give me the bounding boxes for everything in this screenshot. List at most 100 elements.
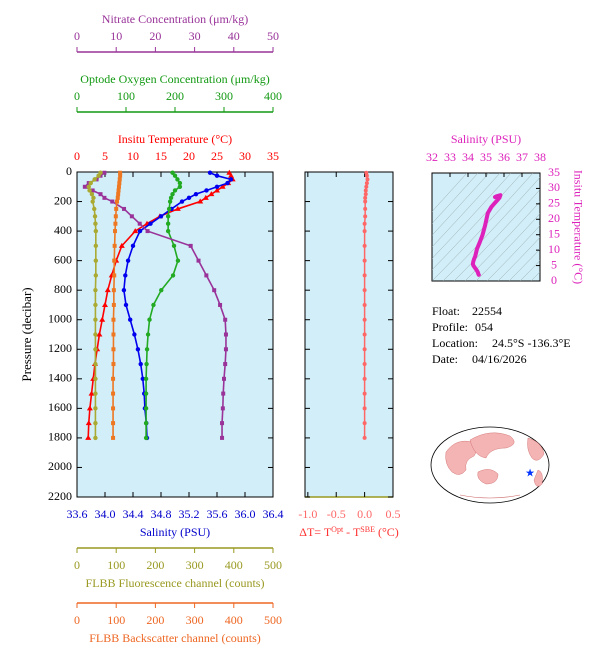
- axis-title-part: Opt: [331, 525, 344, 534]
- x-tick-label: 0: [74, 613, 80, 627]
- marker: [113, 214, 118, 219]
- y-tick-label: 0: [66, 164, 72, 178]
- marker: [143, 391, 149, 396]
- marker: [110, 199, 115, 204]
- x-tick-label: 300: [186, 613, 204, 627]
- marker: [140, 376, 145, 382]
- marker: [118, 173, 123, 178]
- x-tick-label: 200: [146, 558, 164, 572]
- x-tick-label: 0.0: [357, 507, 372, 521]
- info-label: Profile:: [432, 320, 468, 334]
- marker: [208, 191, 215, 197]
- x-tick-label: 0: [74, 89, 80, 103]
- marker: [221, 391, 226, 396]
- marker: [111, 288, 116, 293]
- marker: [165, 221, 171, 226]
- marker: [98, 192, 103, 197]
- y-tick-label: 2200: [48, 489, 72, 503]
- marker: [364, 173, 369, 178]
- marker: [179, 199, 185, 204]
- x-tick-label: 0.5: [386, 507, 401, 521]
- isopycnal: [497, 237, 540, 281]
- marker: [159, 287, 164, 293]
- x-tick-label: 33.6: [67, 507, 88, 521]
- marker: [362, 435, 367, 440]
- marker: [144, 347, 150, 352]
- y-tick-label: 600: [54, 252, 72, 266]
- marker: [223, 347, 228, 352]
- marker: [117, 181, 122, 186]
- marker: [102, 195, 107, 200]
- marker: [144, 361, 149, 367]
- x-tick-label: 5: [102, 149, 108, 163]
- marker: [204, 273, 209, 278]
- x-tick-label: 30: [189, 29, 201, 43]
- marker: [145, 332, 151, 337]
- marker: [363, 195, 368, 200]
- x-tick-label: 38: [534, 150, 546, 164]
- marker: [93, 243, 99, 249]
- marker: [129, 214, 134, 219]
- marker: [111, 421, 116, 426]
- info-label: Location:: [432, 336, 478, 350]
- marker: [104, 287, 111, 293]
- x-tick-label: 40: [228, 29, 240, 43]
- marker: [115, 195, 120, 200]
- plot-background: [304, 171, 394, 498]
- y-tick-label: 0: [551, 273, 557, 287]
- world-map: ★: [430, 426, 550, 504]
- y-tick-label: 30: [548, 180, 560, 194]
- axis-title: Optode Oxygen Concentration (μm/kg): [80, 72, 269, 86]
- marker: [218, 302, 223, 307]
- marker: [214, 173, 220, 178]
- marker: [93, 302, 98, 308]
- marker: [362, 421, 367, 426]
- marker: [111, 362, 116, 367]
- marker: [172, 188, 178, 193]
- marker: [88, 180, 93, 186]
- isopycnal: [530, 271, 540, 281]
- marker: [93, 406, 98, 411]
- marker: [82, 184, 87, 189]
- x-tick-label: 34.8: [151, 507, 172, 521]
- x-tick-label: 400: [264, 89, 282, 103]
- marker: [135, 347, 141, 352]
- marker: [132, 228, 139, 234]
- marker: [362, 391, 367, 396]
- marker: [225, 180, 230, 186]
- x-tick-label: 10: [127, 149, 139, 163]
- marker: [177, 180, 183, 186]
- marker: [111, 332, 116, 337]
- marker: [96, 331, 103, 337]
- marker: [362, 317, 367, 322]
- marker: [197, 198, 204, 204]
- marker: [362, 273, 367, 278]
- axis-title-part: (°C): [375, 525, 399, 539]
- x-tick-label: 35.2: [179, 507, 200, 521]
- plot-background: [76, 171, 274, 498]
- y-tick-label: 25: [548, 196, 560, 210]
- axis-title: FLBB Fluorescence channel (counts): [86, 576, 265, 590]
- marker: [365, 177, 370, 182]
- marker: [93, 228, 99, 234]
- marker: [125, 258, 131, 263]
- y-tick-label: 1600: [48, 400, 72, 414]
- marker: [362, 243, 367, 248]
- marker: [175, 258, 181, 263]
- marker: [207, 170, 213, 175]
- isopycnal: [432, 173, 512, 259]
- x-tick-label: 10: [110, 29, 122, 43]
- marker: [111, 376, 116, 381]
- y-tick-label: 15: [548, 226, 560, 240]
- marker: [114, 199, 119, 204]
- marker: [116, 184, 121, 189]
- x-tick-label: 32: [426, 150, 438, 164]
- y-tick-label: 1800: [48, 430, 72, 444]
- marker: [148, 221, 153, 226]
- axis-title: Salinity (PSU): [451, 132, 521, 146]
- x-tick-label: 100: [107, 613, 125, 627]
- marker: [93, 273, 99, 278]
- info-value: 24.5°S -136.3°E: [492, 336, 571, 350]
- marker: [363, 199, 368, 204]
- marker: [92, 206, 97, 212]
